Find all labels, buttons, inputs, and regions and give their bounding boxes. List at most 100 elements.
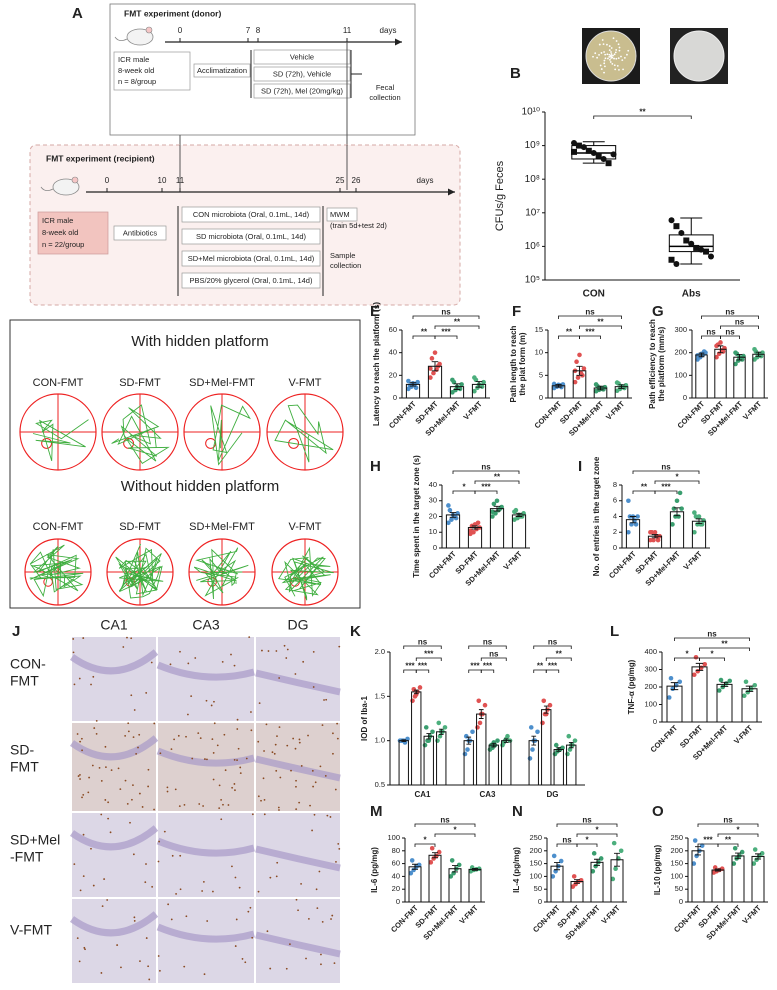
- stained-cell: [126, 636, 128, 639]
- sig-label: *: [736, 826, 740, 835]
- sig-bracket: [576, 843, 598, 847]
- y-tick-label: 40: [429, 480, 437, 489]
- data-point: [692, 529, 697, 535]
- stained-cell: [210, 704, 213, 707]
- y-tick-label: 5: [539, 370, 543, 379]
- histology-image: [72, 813, 156, 897]
- y-tick-label: 10: [429, 527, 437, 536]
- stained-cell: [321, 920, 324, 923]
- sig-label: **: [641, 483, 648, 492]
- stained-cell: [77, 775, 80, 777]
- y-tick-label: 0: [538, 897, 542, 906]
- sig-label: **: [494, 473, 501, 482]
- x-tick-label: V-FMT: [741, 903, 764, 926]
- stained-cell: [221, 660, 224, 663]
- data-point: [575, 375, 581, 380]
- data-point: [417, 685, 423, 690]
- stained-cell: [148, 978, 151, 981]
- stained-cell: [119, 788, 122, 791]
- error-bar: [452, 865, 458, 873]
- sig-label: ns: [441, 308, 451, 317]
- stained-cell: [159, 752, 162, 755]
- error-bar: [670, 682, 679, 691]
- stained-cell: [90, 683, 92, 686]
- y-tick-label: 8: [613, 480, 617, 489]
- colony: [623, 56, 626, 59]
- stained-cell: [330, 918, 332, 920]
- y-tick-label: 100: [670, 871, 683, 880]
- stained-cell: [307, 734, 309, 737]
- sig-bracket: [414, 823, 476, 827]
- group-label: V-FMT: [289, 521, 322, 533]
- y-tick-label: 100: [387, 833, 400, 842]
- stained-cell: [84, 948, 86, 951]
- cell-layer: [69, 911, 159, 937]
- x-tick-label: CON-FMT: [427, 549, 458, 580]
- error-bar: [503, 738, 509, 743]
- error-bar: [695, 518, 703, 525]
- panel-letter: M: [370, 803, 383, 820]
- error-bar: [543, 705, 549, 714]
- stained-cell: [199, 737, 202, 740]
- data-point: [741, 693, 747, 699]
- stained-cell: [147, 785, 150, 788]
- stained-cell: [145, 937, 148, 939]
- data-point: [406, 378, 411, 384]
- sig-label: *: [595, 826, 599, 835]
- colony: [600, 68, 603, 70]
- y-axis-label: No. of entries in the target zone: [592, 456, 601, 576]
- colony: [616, 64, 619, 67]
- sig-label: ns: [661, 463, 671, 472]
- stained-cell: [124, 734, 127, 737]
- stained-cell: [127, 730, 130, 733]
- mouse-tail: [114, 36, 128, 41]
- error-bar: [556, 747, 562, 752]
- data-point: [560, 745, 565, 751]
- panel-letter: J: [12, 623, 20, 640]
- y-tick-label: 60: [392, 859, 400, 868]
- data-point: [693, 654, 699, 660]
- stained-cell: [333, 962, 336, 965]
- error-bar: [409, 382, 417, 387]
- stained-cell: [323, 699, 325, 701]
- colony: [607, 57, 609, 60]
- y-tick-label: 10¹⁰: [522, 107, 540, 118]
- stained-cell: [205, 699, 208, 702]
- y-axis-label: Time spent in the target zone (s): [412, 455, 421, 578]
- data-point: [720, 684, 726, 690]
- stained-cell: [145, 692, 148, 694]
- stained-cell: [236, 728, 239, 730]
- stained-cell: [332, 732, 334, 735]
- data-point: [432, 350, 438, 355]
- sig-label: **: [556, 650, 563, 659]
- stained-cell: [305, 957, 307, 960]
- data-point: [598, 856, 604, 861]
- subject-text: 8-week old: [42, 228, 78, 237]
- data-point: [626, 498, 631, 504]
- colony: [604, 65, 606, 68]
- sig-label: ns: [418, 638, 428, 647]
- panel-letter: O: [652, 803, 664, 820]
- sig-label: ***: [548, 662, 558, 671]
- stained-cell: [100, 780, 103, 782]
- stained-cell: [233, 783, 236, 785]
- data-point: [448, 874, 454, 879]
- colony: [613, 64, 616, 67]
- data-point: [696, 514, 702, 519]
- data-point: [648, 529, 653, 535]
- day-label: 11: [176, 176, 185, 185]
- sig-bracket: [720, 335, 740, 339]
- sig-label: *: [585, 836, 589, 845]
- data-point: [428, 860, 434, 865]
- stained-cell: [117, 767, 120, 770]
- stained-cell: [131, 798, 133, 801]
- sig-label: **: [566, 328, 573, 337]
- group-label: SD+Mel-FMT: [189, 521, 255, 533]
- y-axis-label: TNF-α (pg/mg): [627, 659, 636, 714]
- stained-cell: [151, 885, 154, 888]
- mouse-icon: [52, 178, 80, 196]
- bar: [463, 740, 474, 786]
- stained-cell: [224, 769, 227, 772]
- panel-letter: G: [652, 303, 664, 320]
- data-point: [668, 217, 675, 224]
